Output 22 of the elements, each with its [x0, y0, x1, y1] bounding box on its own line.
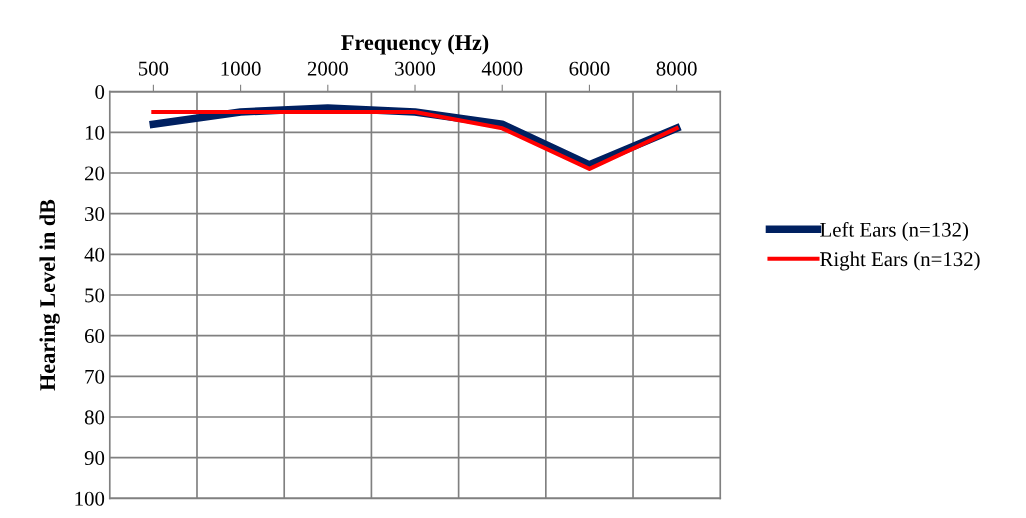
x-tick-label: 1000: [221, 61, 261, 76]
y-tick-label: 100: [75, 491, 105, 506]
y-tick-label: 30: [85, 207, 105, 222]
y-tick-label: 90: [84, 451, 105, 466]
y-tick-label: 0: [95, 85, 105, 100]
x-tick-label: 6000: [569, 61, 610, 76]
x-tick-label: 8000: [656, 61, 697, 76]
x-tick-label: 500: [138, 61, 169, 76]
y-axis-title: Hearing Level in dB: [39, 199, 60, 391]
y-tick-label: 40: [84, 247, 105, 262]
y-tick-label: 80: [84, 410, 105, 425]
legend-label: Left Ears (n=132): [820, 221, 969, 242]
y-tick-label: 70: [85, 369, 105, 384]
y-tick-label: 50: [85, 288, 105, 303]
x-tick-label: 2000: [307, 61, 348, 76]
x-axis-title: Frequency (Hz): [341, 34, 489, 55]
x-tick-label: 4000: [481, 61, 523, 76]
x-tick-label: 3000: [395, 61, 436, 76]
y-tick-label: 10: [85, 125, 105, 140]
y-tick-label: 20: [85, 166, 105, 181]
legend-label: Right Ears (n=132): [820, 251, 980, 271]
y-tick-label: 60: [84, 329, 105, 344]
